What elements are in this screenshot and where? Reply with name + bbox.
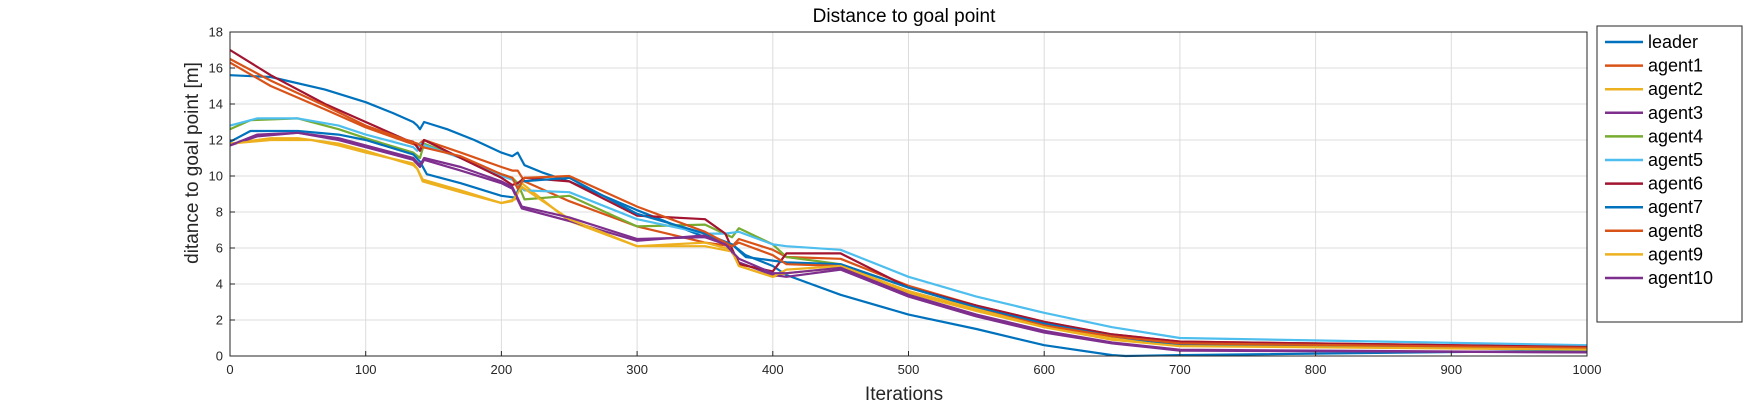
y-tick-label: 8	[216, 205, 223, 220]
legend-label: agent4	[1648, 126, 1703, 146]
series-line-agent7	[229, 129, 1588, 350]
x-tick-label: 700	[1169, 362, 1191, 377]
y-tick-label: 18	[209, 25, 223, 40]
x-tick-label: 300	[626, 362, 648, 377]
series-line-agent5	[229, 117, 1588, 347]
y-tick-label: 4	[216, 277, 223, 292]
legend-label: agent3	[1648, 103, 1703, 123]
x-tick-label: 600	[1033, 362, 1055, 377]
series-lines	[229, 49, 1588, 358]
x-tick-label: 800	[1305, 362, 1327, 377]
y-tick-label: 2	[216, 313, 223, 328]
y-tick-label: 0	[216, 349, 223, 364]
legend-label: leader	[1648, 32, 1698, 52]
series-line-agent9	[229, 138, 1588, 351]
legend: leader agent1 agent2 agent3 agent4 agent5 agen…	[1596, 25, 1743, 323]
legend-label: agent10	[1648, 268, 1713, 288]
series-line-leader	[229, 74, 1588, 358]
series-line-agent10	[229, 131, 1588, 354]
y-axis-ticks: 0 2 4 6 8 10 12 14 16 18	[209, 25, 235, 364]
chart-title: Distance to goal point	[813, 6, 996, 27]
legend-label: agent7	[1648, 197, 1703, 217]
x-tick-label: 1000	[1573, 362, 1602, 377]
x-tick-label: 400	[762, 362, 784, 377]
legend-label: agent6	[1648, 174, 1703, 194]
x-axis-ticks: 0 100 200 300 400 500 600 700 800 900 1000	[226, 351, 1601, 377]
legend-label: agent9	[1648, 244, 1703, 264]
x-tick-label: 500	[898, 362, 920, 377]
x-tick-label: 900	[1440, 362, 1462, 377]
y-tick-label: 10	[209, 169, 223, 184]
series-line-agent3	[229, 131, 1588, 354]
y-tick-label: 6	[216, 241, 223, 256]
x-tick-label: 0	[226, 362, 233, 377]
legend-box	[1596, 25, 1743, 323]
legend-label: agent1	[1648, 56, 1703, 76]
legend-label: agent8	[1648, 221, 1703, 241]
y-tick-label: 12	[209, 133, 223, 148]
y-axis-label: ditance to goal point [m]	[182, 62, 203, 264]
legend-label: agent5	[1648, 150, 1703, 170]
legend-label: agent2	[1648, 79, 1703, 99]
x-tick-label: 200	[491, 362, 513, 377]
x-axis-label: Iterations	[865, 384, 943, 405]
y-tick-label: 16	[209, 61, 223, 76]
x-tick-label: 100	[355, 362, 377, 377]
y-tick-label: 14	[209, 97, 223, 112]
